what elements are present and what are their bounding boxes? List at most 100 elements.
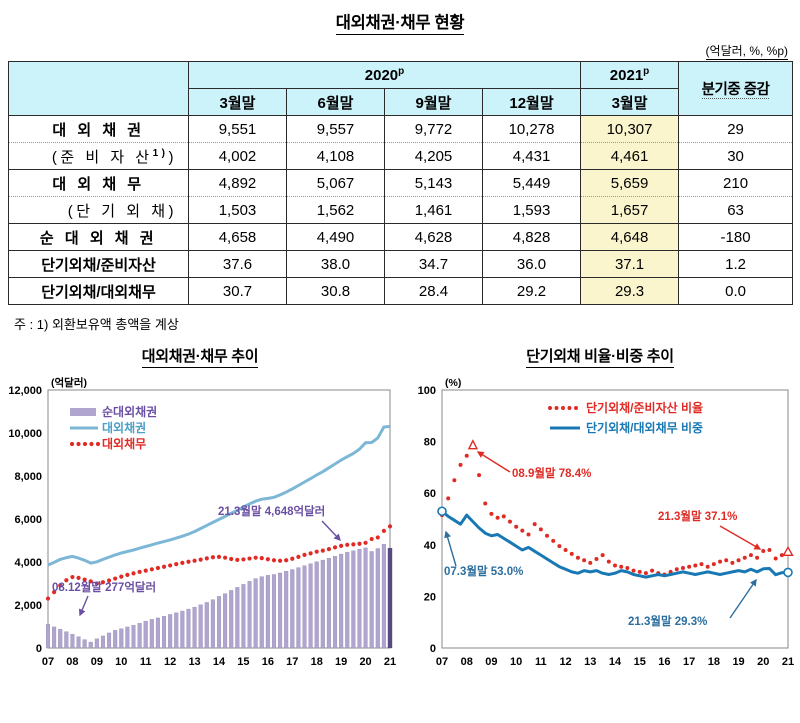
chart-dot xyxy=(748,553,753,558)
chart-dot xyxy=(155,565,161,571)
table-header-row-group: 2020p 2021p 분기중 증감 xyxy=(8,61,794,116)
chart-dot xyxy=(489,511,494,516)
row-label-reserve-assets-footnote-marker: 1) xyxy=(152,147,169,159)
chart-dot xyxy=(210,555,215,560)
row-label-external-claims: 대 외 채 권 xyxy=(8,115,189,143)
chart-dot xyxy=(247,556,252,561)
chart-dot xyxy=(192,558,197,563)
legend-swatch-dotted xyxy=(561,406,565,410)
chart-dot xyxy=(125,572,130,577)
cell-value-highlight: 4,461 xyxy=(580,142,680,170)
cell-value: 4,892 xyxy=(188,169,287,197)
chart-dot xyxy=(619,564,624,569)
table-row: 대 외 채 무 4,892 5,067 5,143 5,449 5,659 21… xyxy=(8,169,794,197)
x-axis-tick-label: 12 xyxy=(164,656,176,668)
table-body: 대 외 채 권 9,551 9,557 9,772 10,278 10,307 … xyxy=(8,115,794,305)
chart-dot xyxy=(761,548,766,553)
cell-change: 210 xyxy=(678,169,794,197)
chart-dot xyxy=(106,578,112,583)
header-2021-p: p xyxy=(643,66,650,77)
chart-bar xyxy=(125,626,130,649)
x-axis-tick-label: 13 xyxy=(584,656,596,668)
chart-debt-trend: 대외채권·채무 추이 0 2,000 4,000 6,000 8,000 10,000 12… xyxy=(0,345,400,682)
chart-annotation: 21.3월말 29.3% xyxy=(628,578,757,628)
legend-label: 대외채무 xyxy=(102,436,146,451)
chart-dot xyxy=(779,553,784,558)
annotation-label: 21.3월말 29.3% xyxy=(628,614,707,628)
x-axis-tick-label: 09 xyxy=(91,656,103,668)
cell-value: 9,557 xyxy=(286,115,385,143)
chart-dot xyxy=(582,558,587,563)
table-footnote: 주 : 1) 외환보유액 총액을 계상 xyxy=(14,317,179,332)
chart-dot xyxy=(229,556,234,562)
chart-dot xyxy=(253,555,258,560)
annotation-arrow xyxy=(321,520,341,542)
chart-dot xyxy=(606,559,611,564)
chart-bar xyxy=(290,569,295,649)
chart-dot xyxy=(563,547,568,552)
y-axis-tick-label: 60 xyxy=(424,488,436,500)
row-label-reserve-assets: (준 비 자 산1)) xyxy=(8,142,189,170)
table-row: 대 외 채 권 9,551 9,557 9,772 10,278 10,307 … xyxy=(8,115,794,143)
chart-bar xyxy=(302,565,307,649)
chart-bar xyxy=(192,606,197,649)
x-axis-tick-label: 07 xyxy=(42,656,54,668)
row-label-stdebt-over-reserves: 단기외채/준비자산 xyxy=(8,250,189,278)
chart-dot xyxy=(137,569,142,574)
chart-bar xyxy=(369,551,374,649)
chart-dot xyxy=(514,524,519,529)
y-axis-tick-label: 8,000 xyxy=(14,471,42,483)
chart-dot xyxy=(477,473,482,478)
chart-dot xyxy=(161,564,167,569)
chart-dot xyxy=(119,574,124,579)
cell-value-highlight: 4,648 xyxy=(580,223,680,251)
chart-bar xyxy=(137,623,142,649)
legend-swatch-dotted xyxy=(82,441,88,447)
charts-section: 대외채권·채무 추이 0 2,000 4,000 6,000 8,000 10,000 12… xyxy=(0,345,800,682)
chart-dot xyxy=(526,532,531,537)
cell-value-highlight: 1,657 xyxy=(580,196,680,224)
row-label-net-external-claims: 순 대 외 채 권 xyxy=(8,223,189,251)
chart-marker-end-red xyxy=(782,545,794,556)
annotation-label: 07.3월말 53.0% xyxy=(444,564,523,578)
y-axis-tick-label: 12,000 xyxy=(8,385,42,397)
y-axis-tick-label: 2,000 xyxy=(14,600,42,612)
annotation-arrow xyxy=(444,530,457,567)
chart-annotation: 21.3월말 4,648억달러 xyxy=(218,504,341,542)
cell-value: 28.4 xyxy=(384,277,483,305)
chart-bar xyxy=(155,617,160,649)
chart-dot xyxy=(680,566,685,571)
chart-dot xyxy=(569,551,574,556)
cell-value: 4,002 xyxy=(188,142,287,170)
cell-value-highlight: 5,659 xyxy=(580,169,680,197)
cell-value: 34.7 xyxy=(384,250,483,278)
chart-marker-end-blue xyxy=(783,567,793,578)
cell-value: 5,143 xyxy=(384,169,483,197)
x-axis-tick-label: 18 xyxy=(311,656,323,668)
chart-dot xyxy=(637,569,642,574)
chart-bar xyxy=(45,624,51,649)
chart-dot xyxy=(216,554,222,559)
chart-bar xyxy=(143,620,148,649)
header-period-2020-q3: 9월말 xyxy=(384,88,483,116)
chart-dot xyxy=(452,478,457,483)
chart-bar xyxy=(131,625,136,649)
chart-dot xyxy=(699,562,704,567)
chart-dot xyxy=(381,528,386,533)
cell-value-highlight: 10,307 xyxy=(580,115,680,143)
chart-dot xyxy=(296,554,301,559)
legend-swatch-dotted xyxy=(548,406,552,410)
chart-dot xyxy=(265,557,270,562)
chart-bar xyxy=(223,593,228,649)
y-axis-tick-label: 4,000 xyxy=(14,557,42,569)
cell-value-highlight: 37.1 xyxy=(580,250,680,278)
chart-bar xyxy=(363,547,368,649)
chart-bar xyxy=(284,571,289,649)
header-quarterly-change: 분기중 증감 xyxy=(678,61,794,116)
chart-dot xyxy=(339,543,344,548)
chart-dot xyxy=(302,552,307,558)
legend-label: 단기외채/준비자산 비율 xyxy=(586,400,703,415)
cell-value: 1,503 xyxy=(188,196,287,224)
chart-dot xyxy=(223,555,228,560)
